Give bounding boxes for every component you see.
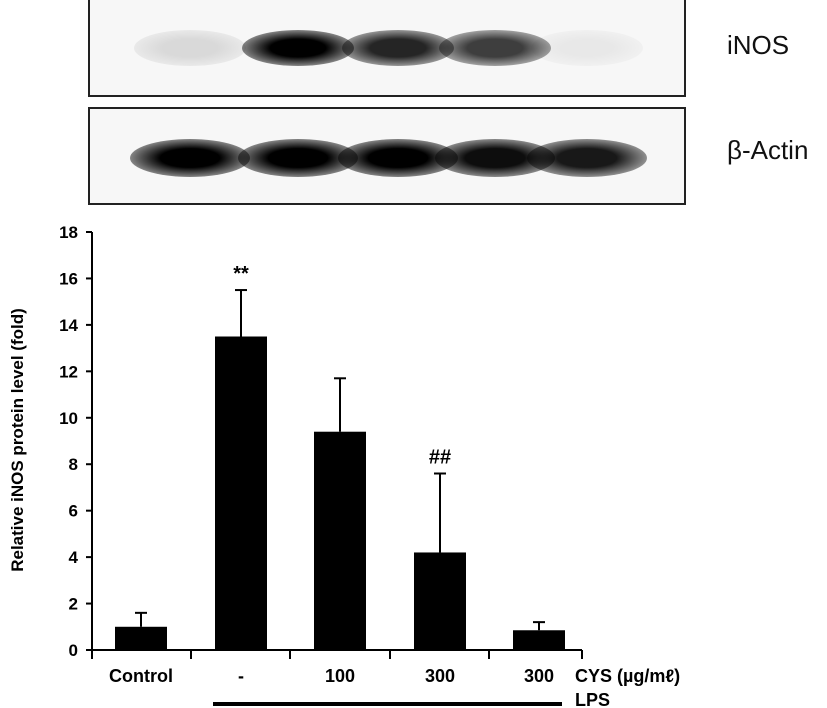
bar: [414, 552, 466, 650]
bar: [215, 336, 267, 650]
significance-annotation: ##: [429, 447, 451, 469]
y-tick-label: 6: [69, 502, 78, 521]
y-tick-label: 2: [69, 595, 78, 614]
category-label: Control: [109, 666, 173, 686]
y-axis-title: Relative iNOS protein level (fold): [8, 308, 27, 572]
significance-annotation: **: [233, 263, 249, 285]
blot-band: [527, 139, 647, 177]
blot-band: [531, 30, 643, 66]
y-tick-label: 14: [59, 316, 78, 335]
cys-label: CYS (µg/mℓ): [575, 666, 680, 686]
y-tick-label: 0: [69, 641, 78, 660]
inos-blot-label: iNOS: [727, 30, 790, 60]
blot-band: [342, 30, 454, 66]
category-label: -: [238, 666, 244, 686]
y-tick-label: 16: [59, 269, 78, 288]
lps-label: LPS: [575, 690, 610, 708]
inos-western-blot: [88, 0, 686, 97]
blot-band: [134, 30, 246, 66]
category-label: 300: [524, 666, 554, 686]
bar: [314, 431, 366, 650]
blot-band: [130, 139, 250, 177]
y-tick-label: 8: [69, 455, 78, 474]
y-tick-label: 18: [59, 223, 78, 242]
actin-blot-label: β-Actin: [727, 135, 809, 165]
y-tick-label: 10: [59, 409, 78, 428]
blot-band: [242, 30, 354, 66]
y-tick-label: 12: [59, 362, 78, 381]
actin-western-blot: [88, 107, 686, 205]
blot-band: [439, 30, 551, 66]
bar: [513, 630, 565, 650]
bar: [115, 626, 167, 650]
category-label: 100: [325, 666, 355, 686]
y-tick-label: 4: [69, 548, 79, 567]
category-label: 300: [425, 666, 455, 686]
